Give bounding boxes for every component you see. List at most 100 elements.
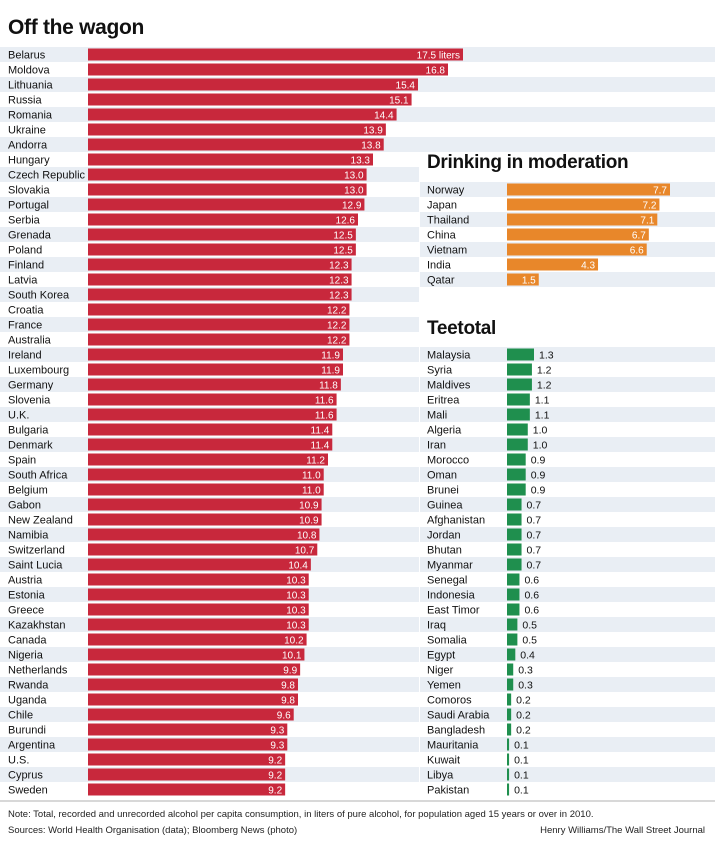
bar (507, 363, 532, 376)
bar (88, 303, 350, 316)
bar (507, 603, 520, 616)
bar (507, 423, 528, 436)
bar (507, 618, 518, 631)
value-label: 9.3 (270, 741, 284, 752)
bar (507, 408, 530, 421)
category-label: Namibia (8, 530, 49, 542)
value-label: 11.6 (315, 411, 334, 422)
category-label: Uganda (8, 695, 47, 707)
category-label: Gabon (8, 500, 41, 512)
category-label: Brunei (427, 485, 459, 497)
bar (507, 273, 539, 286)
row-band (420, 557, 715, 572)
bar (88, 318, 350, 331)
value-label: 10.2 (284, 636, 304, 647)
category-label: Maldives (427, 380, 471, 392)
category-label: Senegal (427, 575, 467, 587)
value-label: 9.3 (270, 726, 284, 737)
value-label: 0.9 (531, 470, 546, 482)
bar (88, 348, 343, 361)
value-label: 9.2 (268, 771, 282, 782)
bar (507, 648, 516, 661)
value-label: 0.7 (527, 500, 542, 512)
value-label: 10.3 (286, 576, 306, 587)
category-label: Serbia (8, 215, 41, 227)
category-label: Kuwait (427, 755, 460, 767)
bar (507, 183, 670, 196)
value-label: 1.3 (539, 350, 554, 362)
value-label: 9.9 (283, 666, 297, 677)
credit-line: Henry Williams/The Wall Street Journal (540, 825, 705, 836)
value-label: 9.2 (268, 786, 282, 797)
bar (88, 333, 350, 346)
category-label: Moldova (8, 65, 50, 77)
value-label: 6.6 (630, 246, 644, 257)
value-label: 13.8 (361, 141, 381, 152)
bar (88, 378, 341, 391)
bar (88, 153, 373, 166)
bar (507, 678, 514, 691)
bar (88, 168, 367, 181)
category-label: U.S. (8, 755, 29, 767)
value-label: 13.0 (344, 171, 364, 182)
value-label: 10.9 (299, 501, 319, 512)
value-label: 12.2 (327, 321, 347, 332)
value-label: 1.0 (533, 425, 548, 437)
category-label: Saudi Arabia (427, 710, 490, 722)
value-label: 0.1 (514, 785, 529, 797)
category-label: Croatia (8, 305, 44, 317)
value-label: 9.8 (281, 681, 295, 692)
value-label: 14.4 (374, 111, 394, 122)
bar (507, 708, 512, 721)
value-label: 10.8 (297, 531, 317, 542)
category-label: New Zealand (8, 515, 73, 527)
bar (507, 543, 522, 556)
row-band (420, 467, 715, 482)
category-label: Bhutan (427, 545, 462, 557)
value-label: 11.9 (321, 351, 340, 362)
category-label: Pakistan (427, 785, 469, 797)
row-band (420, 347, 715, 362)
value-label: 17.5 liters (417, 51, 460, 62)
category-label: U.K. (8, 410, 29, 422)
category-label: Niger (427, 665, 454, 677)
category-label: Grenada (8, 230, 52, 242)
category-label: Mali (427, 410, 447, 422)
category-label: Indonesia (427, 590, 476, 602)
value-label: 0.2 (516, 695, 531, 707)
value-label: 12.2 (327, 306, 347, 317)
value-label: 0.2 (516, 725, 531, 737)
category-label: Sweden (8, 785, 48, 797)
bar (88, 183, 367, 196)
bar (88, 288, 352, 301)
value-label: 4.3 (581, 261, 595, 272)
category-label: Romania (8, 110, 53, 122)
bar (88, 573, 309, 586)
value-label: 12.6 (336, 216, 356, 227)
value-label: 9.6 (277, 711, 291, 722)
value-label: 15.4 (396, 81, 416, 92)
bar (88, 408, 337, 421)
value-label: 10.7 (295, 546, 315, 557)
category-label: Iraq (427, 620, 446, 632)
category-label: India (427, 260, 452, 272)
bar (507, 498, 522, 511)
value-label: 13.3 (351, 156, 371, 167)
category-label: Nigeria (8, 650, 44, 662)
bar (88, 363, 343, 376)
value-label: 0.1 (514, 740, 529, 752)
bar (507, 228, 649, 241)
bar (88, 723, 288, 736)
value-label: 0.6 (524, 605, 539, 617)
category-label: Jordan (427, 530, 461, 542)
bar (507, 348, 534, 361)
row-band (420, 647, 715, 662)
value-label: 12.3 (329, 276, 349, 287)
value-label: 12.9 (342, 201, 362, 212)
value-label: 0.5 (522, 620, 537, 632)
bar (88, 618, 309, 631)
value-label: 10.3 (286, 606, 306, 617)
category-label: Syria (427, 365, 453, 377)
value-label: 1.5 (522, 276, 536, 287)
row-band (420, 407, 715, 422)
